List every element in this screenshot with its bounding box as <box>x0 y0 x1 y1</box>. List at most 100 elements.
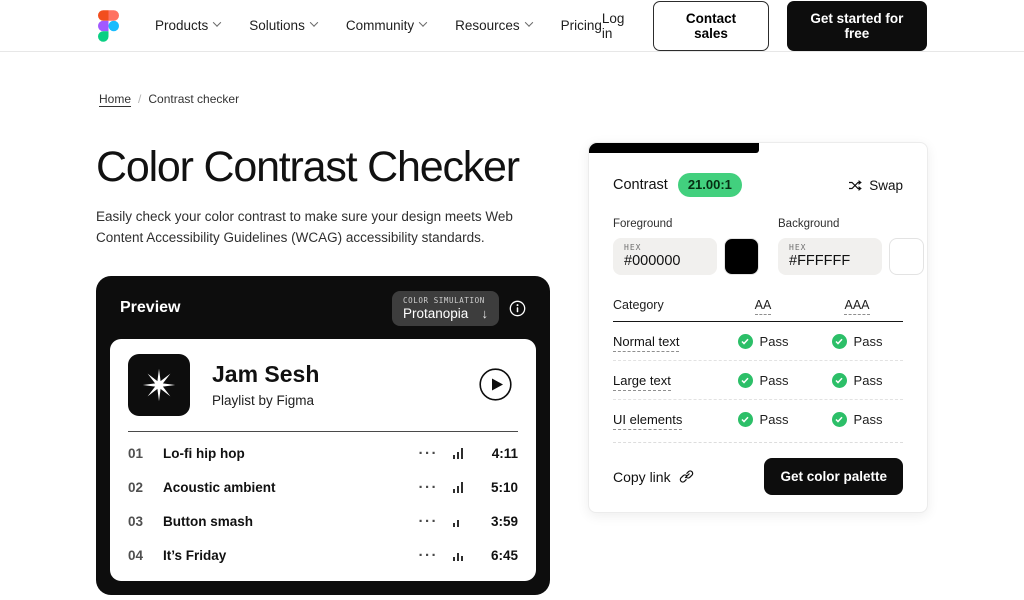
aaa-header: AAA <box>844 298 870 315</box>
left-column: Home / Contrast checker Color Contrast C… <box>96 92 550 600</box>
more-options-icon[interactable]: ··· <box>418 479 438 497</box>
nav-label: Products <box>155 18 209 33</box>
swap-label: Swap <box>869 177 903 193</box>
preview-title: Preview <box>120 299 181 317</box>
foreground-hex-input[interactable]: HEX #000000 <box>613 238 717 275</box>
breadcrumb-home-link[interactable]: Home <box>99 92 132 106</box>
playlist-divider <box>128 430 518 432</box>
swap-button[interactable]: Swap <box>848 178 903 193</box>
figma-logo[interactable] <box>98 9 119 42</box>
track-row[interactable]: 04 It’s Friday ··· 6:45 <box>128 539 518 573</box>
track-row[interactable]: 02 Acoustic ambient ··· 5:10 <box>128 471 518 505</box>
aa-header: AA <box>754 298 772 315</box>
breadcrumb-separator: / <box>138 92 142 106</box>
copy-link-button[interactable]: Copy link <box>613 469 694 485</box>
color-simulation-value: Protanopia <box>403 305 469 321</box>
volume-bars-icon <box>453 516 469 528</box>
play-button[interactable] <box>479 368 512 401</box>
aa-result: Pass <box>737 333 788 349</box>
track-duration: 3:59 <box>490 514 518 530</box>
nav-item-resources[interactable]: Resources <box>455 18 533 33</box>
background-swatch[interactable] <box>889 238 924 275</box>
background-group: Background HEX #FFFFFF <box>778 218 924 275</box>
preview-header: Preview COLOR SIMULATION Protanopia ↓ <box>110 276 536 339</box>
track-duration: 5:10 <box>490 480 518 496</box>
volume-bars-icon <box>453 550 469 562</box>
track-row[interactable]: 01 Lo-fi hip hop ··· 4:11 <box>128 437 518 471</box>
chevron-down-icon <box>418 18 428 27</box>
track-list: 01 Lo-fi hip hop ··· 4:11 02 Acoustic am… <box>128 437 518 573</box>
aaa-result: Pass <box>831 372 882 388</box>
nav-label: Solutions <box>249 18 305 33</box>
hex-format-label: HEX <box>789 243 807 252</box>
breadcrumb: Home / Contrast checker <box>99 92 550 106</box>
get-color-palette-button[interactable]: Get color palette <box>764 458 903 495</box>
color-simulation-dropdown[interactable]: COLOR SIMULATION Protanopia ↓ <box>392 290 499 326</box>
swap-icon <box>849 179 862 191</box>
category-cell: Large text <box>613 372 715 391</box>
track-duration: 6:45 <box>490 548 518 564</box>
track-title: Button smash <box>163 514 254 530</box>
volume-bars-icon <box>453 482 469 494</box>
album-art <box>128 353 190 416</box>
pass-check-icon <box>737 372 753 388</box>
more-options-icon[interactable]: ··· <box>418 547 438 565</box>
nav-label: Community <box>345 18 415 33</box>
info-icon[interactable] <box>509 300 526 317</box>
panel-footer: Copy link Get color palette <box>613 442 903 512</box>
pass-check-icon <box>831 411 847 427</box>
contrast-checker-panel: Contrast 21.00:1 Swap Foreground <box>588 142 928 513</box>
volume-bars-icon <box>453 448 469 460</box>
hex-format-label: HEX <box>624 243 642 252</box>
track-duration: 4:11 <box>491 446 518 462</box>
table-row: Large text Pass Pass <box>613 361 903 400</box>
nav-item-community[interactable]: Community <box>345 18 428 33</box>
category-header: Category <box>613 298 664 312</box>
nav-right: Log in Contact sales Get started for fre… <box>601 0 927 51</box>
track-title: It’s Friday <box>163 548 227 564</box>
nav-item-pricing[interactable]: Pricing <box>561 18 602 33</box>
arrow-down-icon: ↓ <box>481 305 489 321</box>
pass-check-icon <box>831 333 847 349</box>
foreground-swatch[interactable] <box>724 238 759 275</box>
track-title: Acoustic ambient <box>163 480 276 496</box>
color-simulation-label: COLOR SIMULATION <box>403 295 485 305</box>
playlist-title: Jam Sesh <box>212 361 320 388</box>
track-number: 03 <box>128 514 144 530</box>
get-started-button[interactable]: Get started for free <box>786 0 927 51</box>
nav-label: Resources <box>455 18 520 33</box>
album-meta: Jam Sesh Playlist by Figma <box>212 361 319 408</box>
contact-sales-button[interactable]: Contact sales <box>653 0 769 51</box>
link-icon <box>679 470 693 483</box>
category-cell: Normal text <box>613 333 715 352</box>
nav-item-solutions[interactable]: Solutions <box>249 18 319 33</box>
contrast-label: Contrast <box>613 177 668 193</box>
track-number: 02 <box>128 480 144 496</box>
background-label: Background <box>778 218 840 230</box>
foreground-hex-value: #000000 <box>624 253 681 269</box>
playlist-preview-card: Jam Sesh Playlist by Figma 01 Lo-fi <box>110 338 536 581</box>
starburst-icon <box>142 368 176 401</box>
background-hex-input[interactable]: HEX #FFFFFF <box>778 238 882 275</box>
track-number: 04 <box>128 548 144 564</box>
aa-result: Pass <box>737 372 788 388</box>
nav-links: Products Solutions Community Resources P… <box>155 18 602 33</box>
nav-label: Pricing <box>560 18 602 33</box>
color-inputs-row: Foreground HEX #000000 Background HEX <box>613 218 924 275</box>
log-in-link[interactable]: Log in <box>601 10 625 41</box>
table-row: Normal text Pass Pass <box>613 322 903 361</box>
chevron-down-icon <box>309 18 319 27</box>
track-row[interactable]: 03 Button smash ··· 3:59 <box>128 505 518 539</box>
more-options-icon[interactable]: ··· <box>418 513 438 531</box>
pass-check-icon <box>737 333 753 349</box>
more-options-icon[interactable]: ··· <box>418 445 438 463</box>
wcag-results-table: Category AA AAA Normal text Pass Pass <box>613 298 903 438</box>
nav-item-products[interactable]: Products <box>155 18 222 33</box>
page-description: Easily check your color contrast to make… <box>96 209 513 245</box>
playlist-header-row: Jam Sesh Playlist by Figma <box>128 353 518 416</box>
aa-result: Pass <box>737 411 788 427</box>
chevron-down-icon <box>524 18 533 27</box>
aaa-result: Pass <box>831 333 882 349</box>
chevron-down-icon <box>213 18 222 27</box>
contrast-ratio-bar <box>589 143 759 153</box>
